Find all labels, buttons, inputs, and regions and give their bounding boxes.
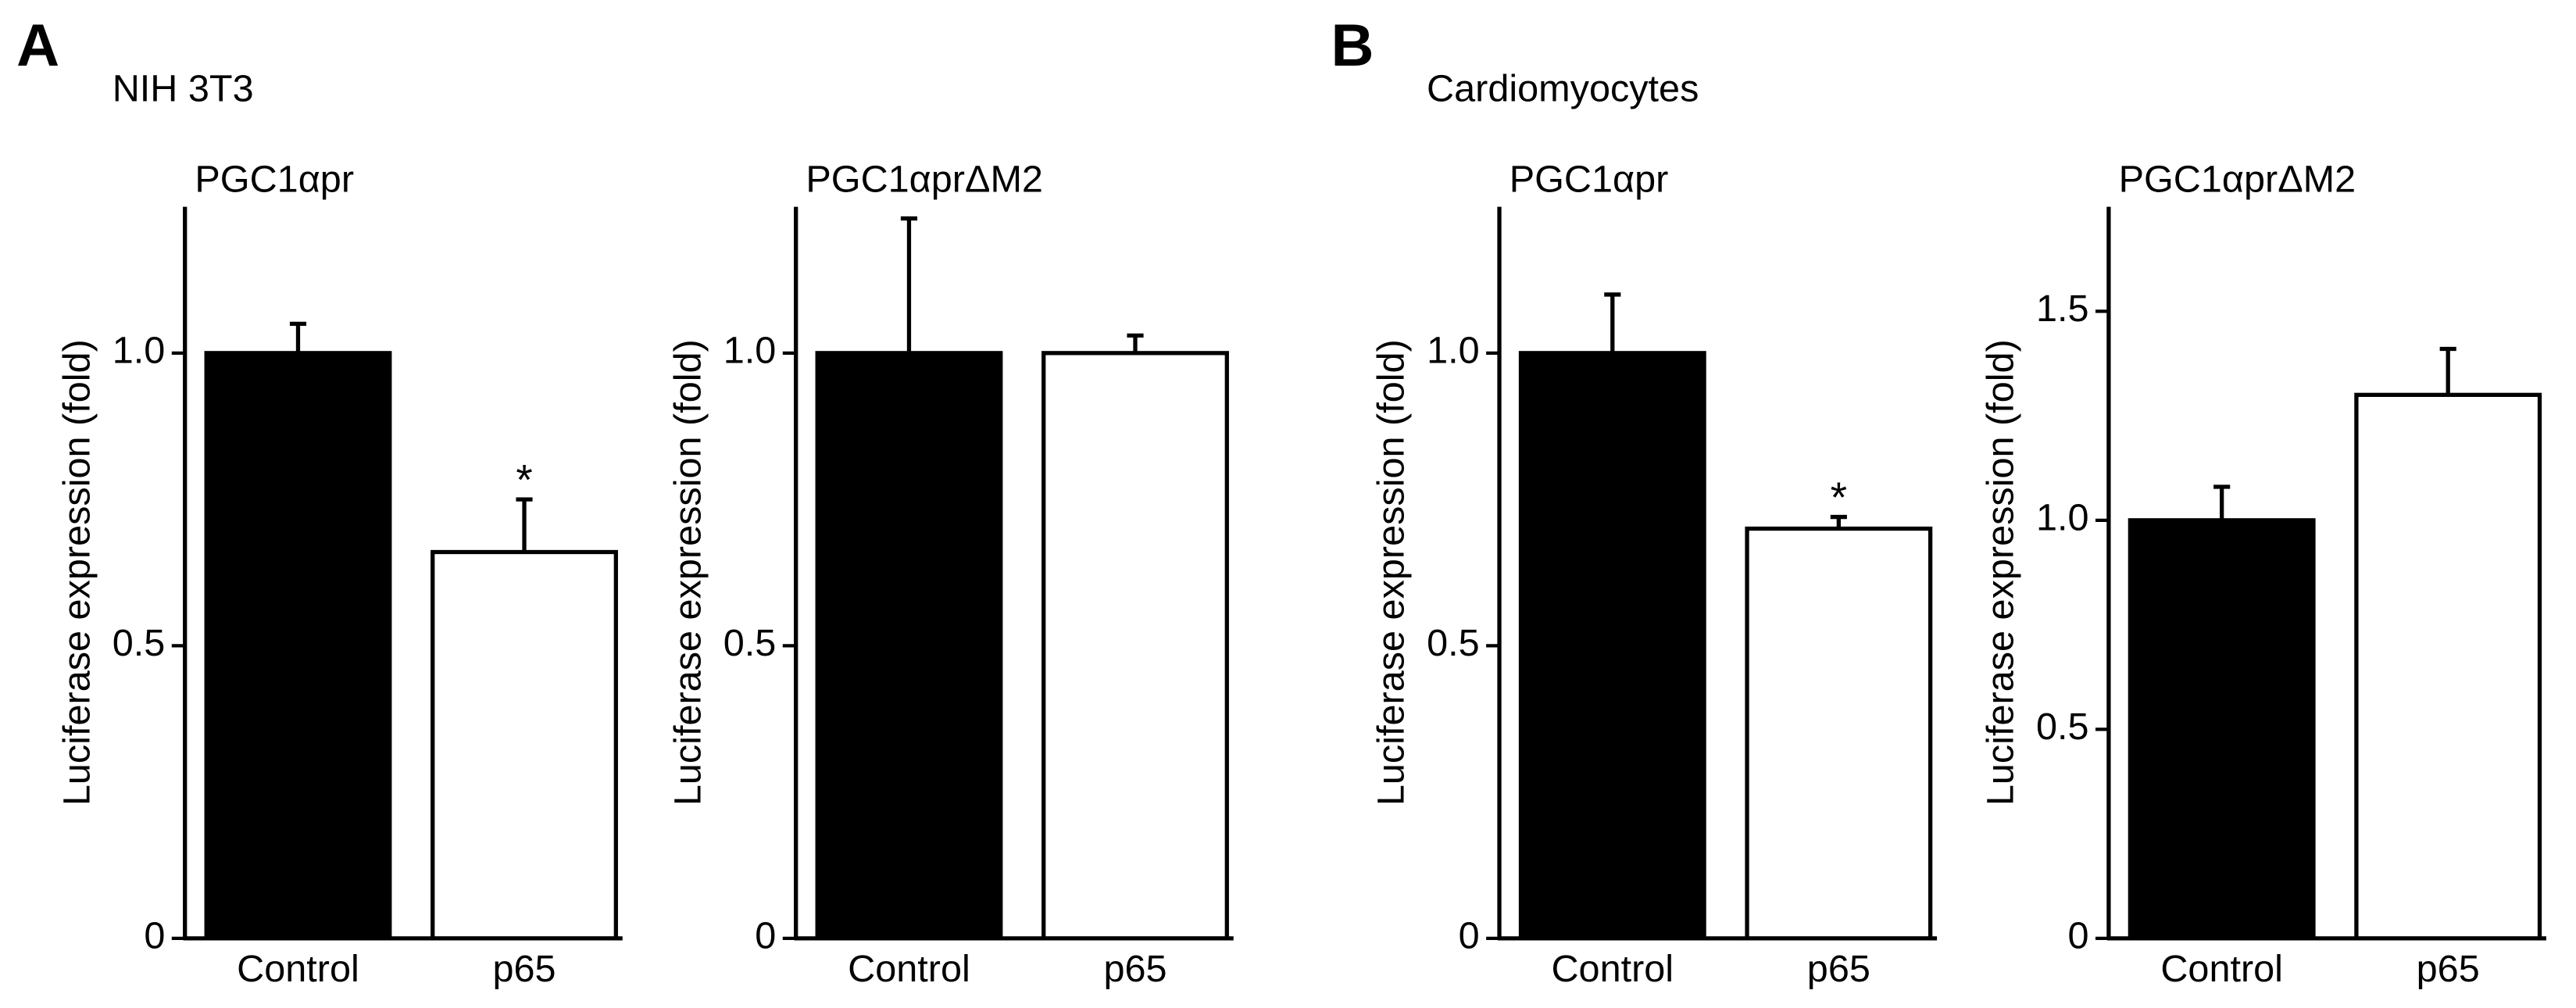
bar bbox=[2354, 392, 2542, 941]
chart: PGC1αprΔM2 Luciferase expression (fold) 0 0… bbox=[1979, 159, 2546, 990]
y-axis-label: Luciferase expression (fold) bbox=[1370, 339, 1413, 806]
bar bbox=[431, 549, 618, 941]
error-bar bbox=[900, 216, 918, 353]
panel-label: A bbox=[16, 13, 59, 79]
y-tick-label: 1.0 bbox=[1427, 330, 1480, 372]
bar bbox=[1518, 351, 1706, 941]
chart-title: PGC1αprΔM2 bbox=[2119, 159, 2356, 201]
y-tick-label: 0 bbox=[1459, 915, 1480, 957]
x-tick-label: Control bbox=[848, 948, 970, 990]
chart: PGC1αpr Luciferase expression (fold) 0 0.5 1… bbox=[1370, 159, 1938, 990]
chart: PGC1αprΔM2 Luciferase expression (fold) 0 0… bbox=[666, 159, 1234, 990]
error-bar bbox=[2213, 484, 2231, 520]
y-axis-label: Luciferase expression (fold) bbox=[1979, 339, 2021, 806]
y-tick-label: 0 bbox=[144, 915, 165, 957]
bar bbox=[2128, 518, 2316, 941]
chart: PGC1αpr Luciferase expression (fold) 0 0.5 1… bbox=[55, 159, 623, 990]
y-tick-label: 1.0 bbox=[113, 330, 166, 372]
chart-title: PGC1αpr bbox=[195, 159, 354, 201]
y-tick-label: 1.0 bbox=[2036, 497, 2089, 539]
bar bbox=[815, 351, 1003, 941]
error-bar bbox=[2439, 346, 2456, 395]
error-bar bbox=[1127, 333, 1144, 353]
y-tick-label: 0.5 bbox=[1427, 622, 1480, 664]
annotation: * bbox=[516, 455, 532, 503]
chart-title: PGC1αpr bbox=[1510, 159, 1669, 201]
panel-label: B bbox=[1331, 13, 1374, 79]
bar bbox=[1041, 351, 1229, 941]
chart-title: PGC1αprΔM2 bbox=[806, 159, 1043, 201]
x-tick-label: Control bbox=[237, 948, 359, 990]
error-bar bbox=[1604, 292, 1621, 353]
y-tick-label: 1.0 bbox=[723, 330, 777, 372]
x-tick-label: Control bbox=[2160, 948, 2283, 990]
x-tick-label: Control bbox=[1551, 948, 1674, 990]
bar bbox=[204, 351, 392, 941]
y-tick-label: 0.5 bbox=[2036, 706, 2089, 748]
y-tick-label: 1.5 bbox=[2036, 288, 2089, 330]
x-tick-label: p65 bbox=[1103, 948, 1167, 990]
y-tick-label: 0 bbox=[755, 915, 776, 957]
error-bar bbox=[289, 321, 307, 353]
error-bar bbox=[516, 497, 533, 552]
x-tick-label: p65 bbox=[2417, 948, 2480, 990]
bar bbox=[1745, 526, 1933, 941]
x-tick-label: p65 bbox=[492, 948, 556, 990]
panel-title: NIH 3T3 bbox=[113, 67, 254, 109]
y-axis-label: Luciferase expression (fold) bbox=[55, 339, 98, 806]
annotation: * bbox=[1831, 473, 1847, 521]
y-tick-label: 0.5 bbox=[723, 622, 777, 664]
x-tick-label: p65 bbox=[1807, 948, 1870, 990]
panel-title: Cardiomyocytes bbox=[1427, 67, 1699, 109]
y-tick-label: 0 bbox=[2067, 915, 2088, 957]
y-axis-label: Luciferase expression (fold) bbox=[666, 339, 709, 806]
y-tick-label: 0.5 bbox=[113, 622, 166, 664]
